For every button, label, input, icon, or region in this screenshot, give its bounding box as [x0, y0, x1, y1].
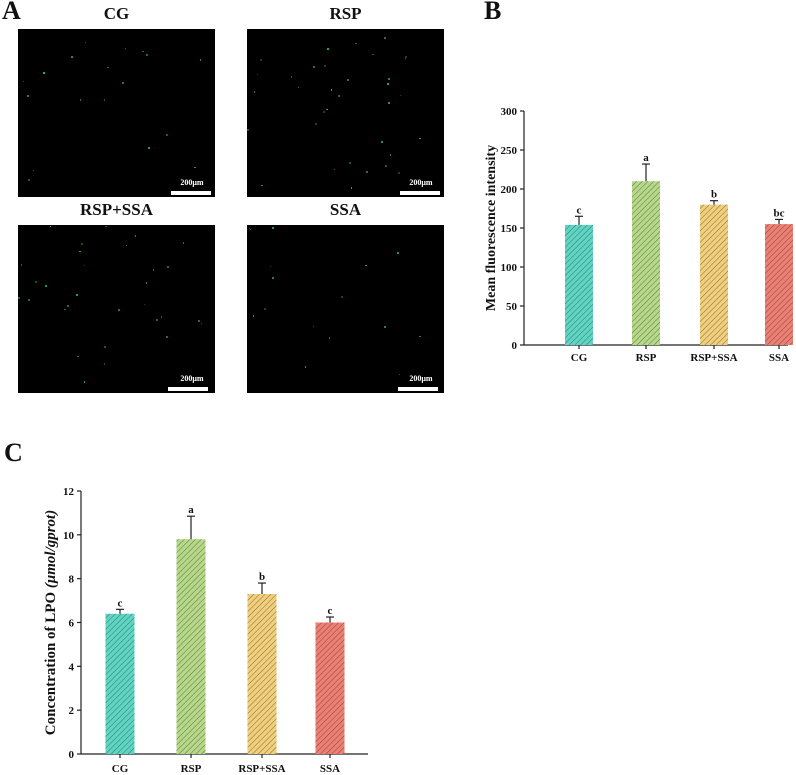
scale-bar — [168, 387, 208, 391]
scale-bar — [398, 387, 438, 391]
x-tick-label: CG — [571, 352, 588, 364]
y-tick-label: 6 — [69, 618, 75, 630]
y-tick-label: 8 — [69, 574, 75, 586]
panel-label-c: C — [4, 438, 23, 467]
significance-letter: a — [188, 504, 194, 516]
fluorescence-image — [18, 29, 215, 197]
micrograph-title: SSA — [329, 200, 362, 219]
scale-label: 200μm — [180, 374, 204, 383]
bar-rsp — [176, 539, 206, 754]
y-tick-label: 4 — [69, 661, 75, 673]
fluorescence-image — [247, 29, 444, 197]
y-tick-label: 100 — [501, 262, 518, 274]
y-tick-label: 50 — [506, 301, 518, 313]
significance-letter: c — [328, 605, 333, 617]
micrograph-rsp-ssa: RSP+SSA 200μm — [18, 200, 215, 395]
micrograph-title: RSP — [329, 4, 362, 23]
scale-label: 200μm — [409, 374, 433, 383]
x-tick-label: CG — [112, 763, 129, 775]
bar-rsp — [632, 181, 660, 345]
x-tick-label: RSP+SSA — [238, 763, 285, 775]
bar-ssa — [765, 224, 793, 345]
bar-rsp-ssa — [700, 204, 728, 345]
bar-cg — [565, 224, 593, 345]
x-tick-label: SSA — [769, 352, 789, 364]
significance-letter: c — [118, 597, 123, 609]
significance-letter: b — [711, 189, 717, 201]
y-tick-label: 0 — [512, 340, 518, 352]
panel-label-b: B — [484, 0, 502, 25]
x-tick-label: RSP — [181, 763, 202, 775]
micrograph-cg: CG 200μm — [18, 4, 215, 199]
y-axis-label: Mean fluorescence intensity — [484, 145, 499, 311]
micrograph-ssa: SSA 200μm — [247, 200, 444, 395]
y-tick-label: 200 — [501, 184, 518, 196]
y-axis-label: Concentration of LPO (μmol/gprot) — [43, 510, 59, 735]
y-tick-label: 300 — [501, 106, 518, 118]
fluorescence-image — [247, 225, 444, 393]
y-tick-label: 0 — [69, 749, 75, 761]
x-tick-label: RSP+SSA — [690, 352, 737, 364]
panel-label-a: A — [2, 0, 21, 25]
scale-label: 200μm — [409, 178, 433, 187]
bar-cg — [105, 613, 135, 754]
y-tick-label: 2 — [69, 705, 75, 717]
chart-lpo: 0 2 4 6 8 10 12 c CG a RSP b RSP+SSA c SSA Concentratio… — [43, 486, 368, 775]
y-tick-label: 250 — [501, 145, 518, 157]
bar-ssa — [315, 622, 345, 754]
significance-letter: bc — [774, 207, 785, 219]
chart-fluorescence: 0 50 100 150 200 250 300 c CG a RSP b RSP+SSA bc SSA Me… — [484, 106, 793, 364]
fluorescence-image — [18, 225, 215, 393]
scale-label: 200μm — [180, 178, 204, 187]
x-tick-label: RSP — [636, 352, 657, 364]
bar-rsp-ssa — [247, 594, 277, 754]
y-tick-label: 150 — [501, 223, 518, 235]
scale-bar — [400, 191, 440, 195]
micrograph-rsp: RSP 200μm — [247, 4, 444, 199]
significance-letter: c — [577, 204, 582, 216]
significance-letter: a — [643, 152, 649, 164]
micrograph-title: CG — [103, 4, 130, 23]
y-tick-label: 12 — [63, 486, 75, 498]
significance-letter: b — [259, 571, 265, 583]
x-tick-label: SSA — [320, 763, 340, 775]
scale-bar — [171, 191, 211, 195]
y-tick-label: 10 — [63, 530, 75, 542]
micrograph-title: RSP+SSA — [80, 200, 153, 219]
